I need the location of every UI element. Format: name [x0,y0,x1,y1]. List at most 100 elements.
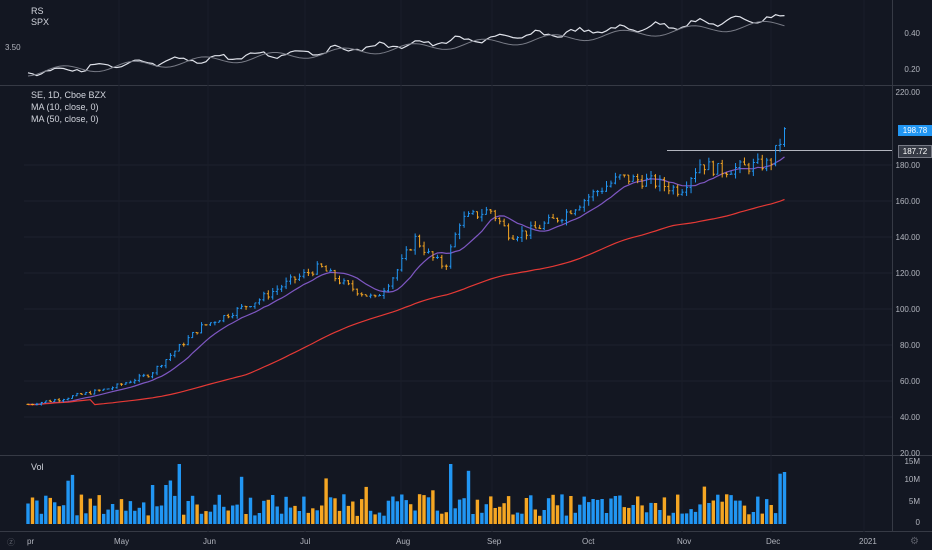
volume-bar [765,499,769,524]
volume-bar [373,514,377,524]
ohlc-bar [329,268,333,272]
volume-bar [266,499,270,524]
ohlc-bar [186,335,190,346]
ohlc-bar [462,211,466,228]
ohlc-bar [587,193,591,206]
volume-bar [711,500,715,524]
ohlc-bar [600,187,604,194]
rs-right-tick: 0.40 [904,29,920,38]
volume-bar [284,496,288,524]
volume-bar [702,486,707,524]
ohlc-bar [79,393,83,395]
rs-line [27,14,785,77]
volume-bar [244,514,248,524]
ohlc-bar [413,233,417,255]
volume-bar [182,514,186,524]
ohlc-bar [662,177,666,192]
volume-bar [391,496,395,524]
ohlc-bar [338,275,341,285]
volume-bar [377,512,382,524]
volume-bar [564,515,569,524]
ohlc-bar [582,198,586,212]
volume-bar [328,497,333,524]
ohlc-bar [39,401,43,406]
ohlc-bar [75,392,79,397]
price-tick: 120.00 [895,269,920,278]
ohlc-bar [346,280,350,286]
ohlc-bar [560,218,564,224]
ohlc-bar [71,395,74,399]
volume-bar [725,494,729,524]
ohlc-bar [573,209,577,216]
ohlc-bar [622,174,626,178]
volume-bar [346,505,351,524]
ohlc-bar [53,398,57,403]
volume-bar [333,498,337,524]
volume-bar [119,499,124,524]
ohlc-bar [231,312,235,319]
ohlc-bar [578,205,582,211]
gear-icon[interactable]: ⚙ [910,536,919,547]
volume-bar [297,511,302,524]
volume-bar [560,494,564,524]
volume-bar [177,464,181,524]
ohlc-bar [471,209,475,215]
ohlc-bar [164,359,168,369]
z-icon[interactable]: Ⓩ [7,538,15,547]
volume-bar [128,501,133,524]
ohlc-bar [195,331,199,335]
ohlc-bar [400,254,404,272]
spx-line [27,20,785,77]
volume-bar [26,503,30,524]
ohlc-bar [271,287,275,300]
ohlc-bar [217,320,221,323]
volume-bar [79,494,84,524]
time-label: Dec [766,537,781,546]
ohlc-bar [200,322,204,334]
ohlc-bar [409,248,413,251]
volume-bar [320,505,324,524]
volume-bar [226,510,230,524]
volume-bar [484,504,488,524]
volume-bar [769,505,773,524]
volume-bar [97,495,101,524]
volume-bar [533,509,537,524]
ohlc-bar [191,331,195,339]
ohlc-bar [480,209,484,222]
volume-bar [248,497,253,524]
volume-bar [35,500,39,524]
ohlc-bar [658,175,662,192]
ohlc-bar [596,189,600,197]
volume-bar [511,514,515,524]
ohlc-bar [774,144,778,167]
volume-bar [569,496,573,524]
volume-bar [355,515,359,524]
volume-bar [457,499,462,524]
volume-bar [404,500,408,524]
volume-bar [271,495,275,524]
reference-price-tag: 187.72 [898,145,932,158]
volume-bar [257,513,262,524]
volume-bar [146,515,150,524]
ohlc-bar [382,287,386,299]
volume-bar [53,502,57,524]
ohlc-bar [444,264,448,270]
volume-bar [551,494,555,524]
ohlc-bar [640,175,644,189]
price-legend-symbol: SE, 1D, Cboe BZX [31,90,107,100]
ohlc-bar [155,365,159,376]
volume-bar [279,513,284,524]
volume-bar [293,505,297,524]
ohlc-bar [498,217,502,225]
volume-bar [600,499,604,524]
volume-bar [542,510,546,524]
volume-bar [435,510,440,524]
ohlc-bar [516,236,519,242]
ohlc-bar [756,153,760,164]
volume-bar [382,515,386,524]
volume-bar [680,513,684,524]
ohlc-bar [725,172,729,178]
ohlc-bar [369,293,373,299]
